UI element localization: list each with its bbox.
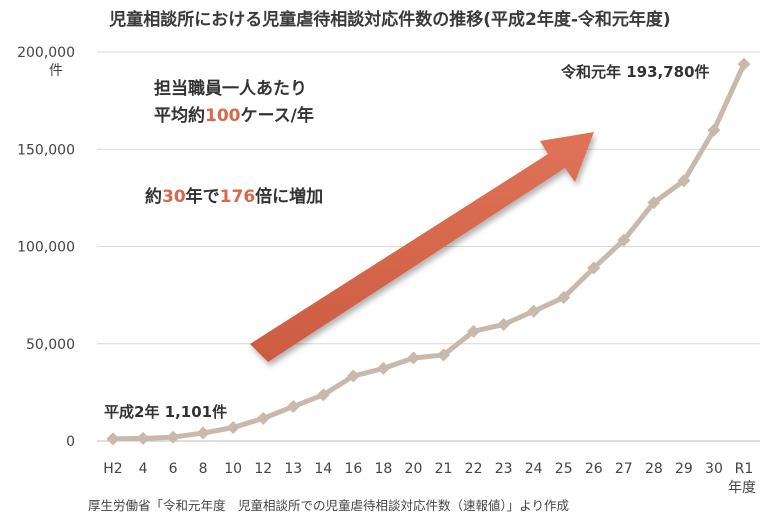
annotation-line3-mid: 年で bbox=[186, 186, 220, 207]
data-point bbox=[617, 233, 631, 247]
annotation-line2-post: ケース/年 bbox=[241, 105, 314, 126]
annotation-line1: 担当職員一人あたり bbox=[154, 78, 307, 99]
x-tick-label: 16 bbox=[344, 461, 362, 477]
data-point bbox=[346, 369, 360, 383]
data-point bbox=[316, 388, 330, 402]
data-point bbox=[647, 196, 661, 210]
end-value-label: 令和元年 193,780件 bbox=[561, 63, 710, 81]
x-tick-label: 18 bbox=[375, 461, 393, 477]
x-tick-label: 13 bbox=[284, 461, 302, 477]
y-axis-unit: 件 bbox=[49, 63, 63, 79]
data-point bbox=[286, 400, 300, 414]
y-axis-ticks: 0 50,000 100,000 150,000 200,000 bbox=[17, 45, 75, 450]
data-point bbox=[737, 57, 751, 71]
x-tick-label: R1 bbox=[735, 461, 754, 477]
data-point bbox=[406, 351, 420, 365]
data-point bbox=[136, 431, 150, 445]
x-tick-label: 4 bbox=[139, 461, 148, 477]
y-tick-label: 0 bbox=[66, 434, 75, 450]
x-tick-label: 26 bbox=[585, 461, 603, 477]
x-tick-label: 21 bbox=[435, 461, 453, 477]
x-tick-label: H2 bbox=[103, 461, 122, 477]
series-path bbox=[112, 63, 747, 442]
y-tick-label: 100,000 bbox=[17, 240, 75, 256]
source-note: 厚生労働省「令和元年度 児童相談所での児童虐待相談対応件数（速報値）」より作成 bbox=[88, 498, 569, 513]
annotation-highlight-100: 100 bbox=[205, 106, 241, 126]
trend-arrow bbox=[250, 132, 594, 362]
start-value-label: 平成2年 1,101件 bbox=[104, 403, 227, 421]
x-tick-label: 25 bbox=[555, 461, 573, 477]
x-axis-ticks: H2 4 6 8 10 12 13 14 16 18 20 21 22 23 24 25 26 27 28 29 30 R… bbox=[103, 461, 753, 477]
x-tick-label: 30 bbox=[705, 461, 723, 477]
y-tick-label: 200,000 bbox=[17, 45, 75, 61]
annotation-line2-pre: 平均約 bbox=[154, 105, 205, 126]
x-tick-label: 10 bbox=[224, 461, 242, 477]
data-point bbox=[226, 421, 240, 435]
x-tick-label: 22 bbox=[465, 461, 483, 477]
x-tick-label: 20 bbox=[405, 461, 423, 477]
data-point bbox=[497, 317, 511, 331]
data-point bbox=[707, 123, 721, 137]
annotation-highlight-30: 30 bbox=[162, 187, 186, 207]
x-tick-label: 24 bbox=[525, 461, 543, 477]
data-point bbox=[437, 348, 451, 362]
x-tick-label: 12 bbox=[254, 461, 272, 477]
x-axis-suffix: 年度 bbox=[728, 480, 756, 496]
x-tick-label: 27 bbox=[615, 461, 633, 477]
x-tick-label: 6 bbox=[169, 461, 178, 477]
y-tick-label: 150,000 bbox=[17, 142, 75, 158]
annotation-line3-pre: 約 bbox=[145, 186, 162, 207]
x-tick-label: 29 bbox=[675, 461, 693, 477]
series-line bbox=[106, 57, 751, 446]
x-tick-label: 23 bbox=[495, 461, 513, 477]
data-point bbox=[196, 426, 210, 440]
chart-title: 児童相談所における児童虐待相談対応件数の推移(平成2年度-令和元年度) bbox=[108, 9, 670, 30]
data-point bbox=[106, 432, 120, 446]
data-point bbox=[376, 361, 390, 375]
data-point bbox=[557, 290, 571, 304]
data-point bbox=[527, 304, 541, 318]
annotation-line2: 平均約100ケース/年 bbox=[154, 105, 314, 126]
data-point bbox=[166, 430, 180, 444]
x-tick-label: 28 bbox=[645, 461, 663, 477]
x-tick-label: 14 bbox=[314, 461, 332, 477]
data-point bbox=[467, 324, 481, 338]
annotation-line3-post: 倍に増加 bbox=[255, 186, 323, 207]
annotation-highlight-176: 176 bbox=[220, 187, 256, 207]
y-tick-label: 50,000 bbox=[26, 337, 75, 353]
data-point bbox=[677, 174, 691, 188]
data-point bbox=[587, 261, 601, 275]
x-tick-label: 8 bbox=[199, 461, 208, 477]
annotation-line3: 約30年で176倍に増加 bbox=[145, 186, 323, 207]
data-point bbox=[256, 411, 270, 425]
